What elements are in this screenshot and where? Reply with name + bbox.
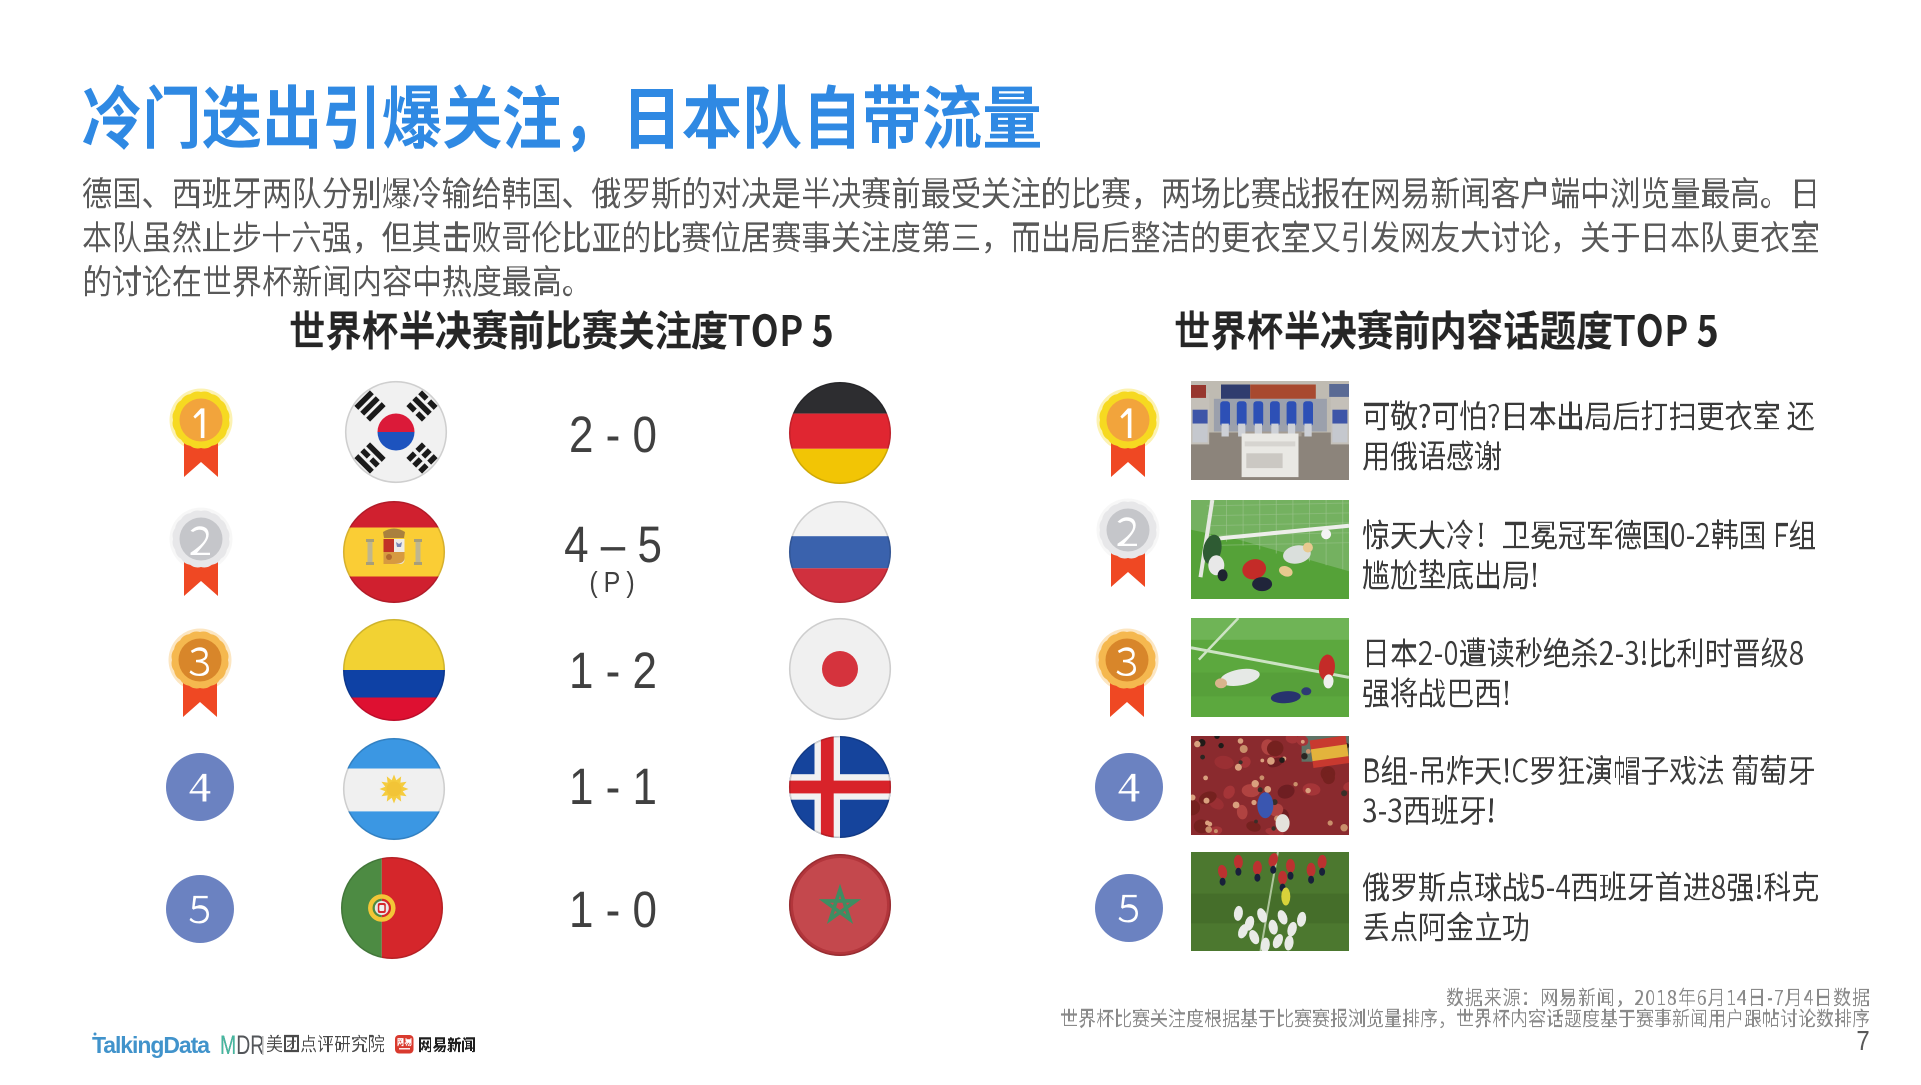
svg-text:1 - 2: 1 - 2: [569, 643, 657, 700]
svg-text:2 - 0: 2 - 0: [569, 407, 657, 464]
svg-text:M: M: [220, 1030, 236, 1060]
svg-text:1 - 0: 1 - 0: [569, 882, 657, 939]
svg-text:TalkingData: TalkingData: [92, 1032, 210, 1058]
svg-text:4 – 5: 4 – 5: [564, 517, 662, 574]
svg-text:MDR: MDR: [220, 1030, 264, 1060]
svg-text:(P): (P): [589, 566, 640, 598]
svg-text:7: 7: [1856, 1027, 1869, 1057]
svg-text:1 - 1: 1 - 1: [569, 759, 657, 816]
